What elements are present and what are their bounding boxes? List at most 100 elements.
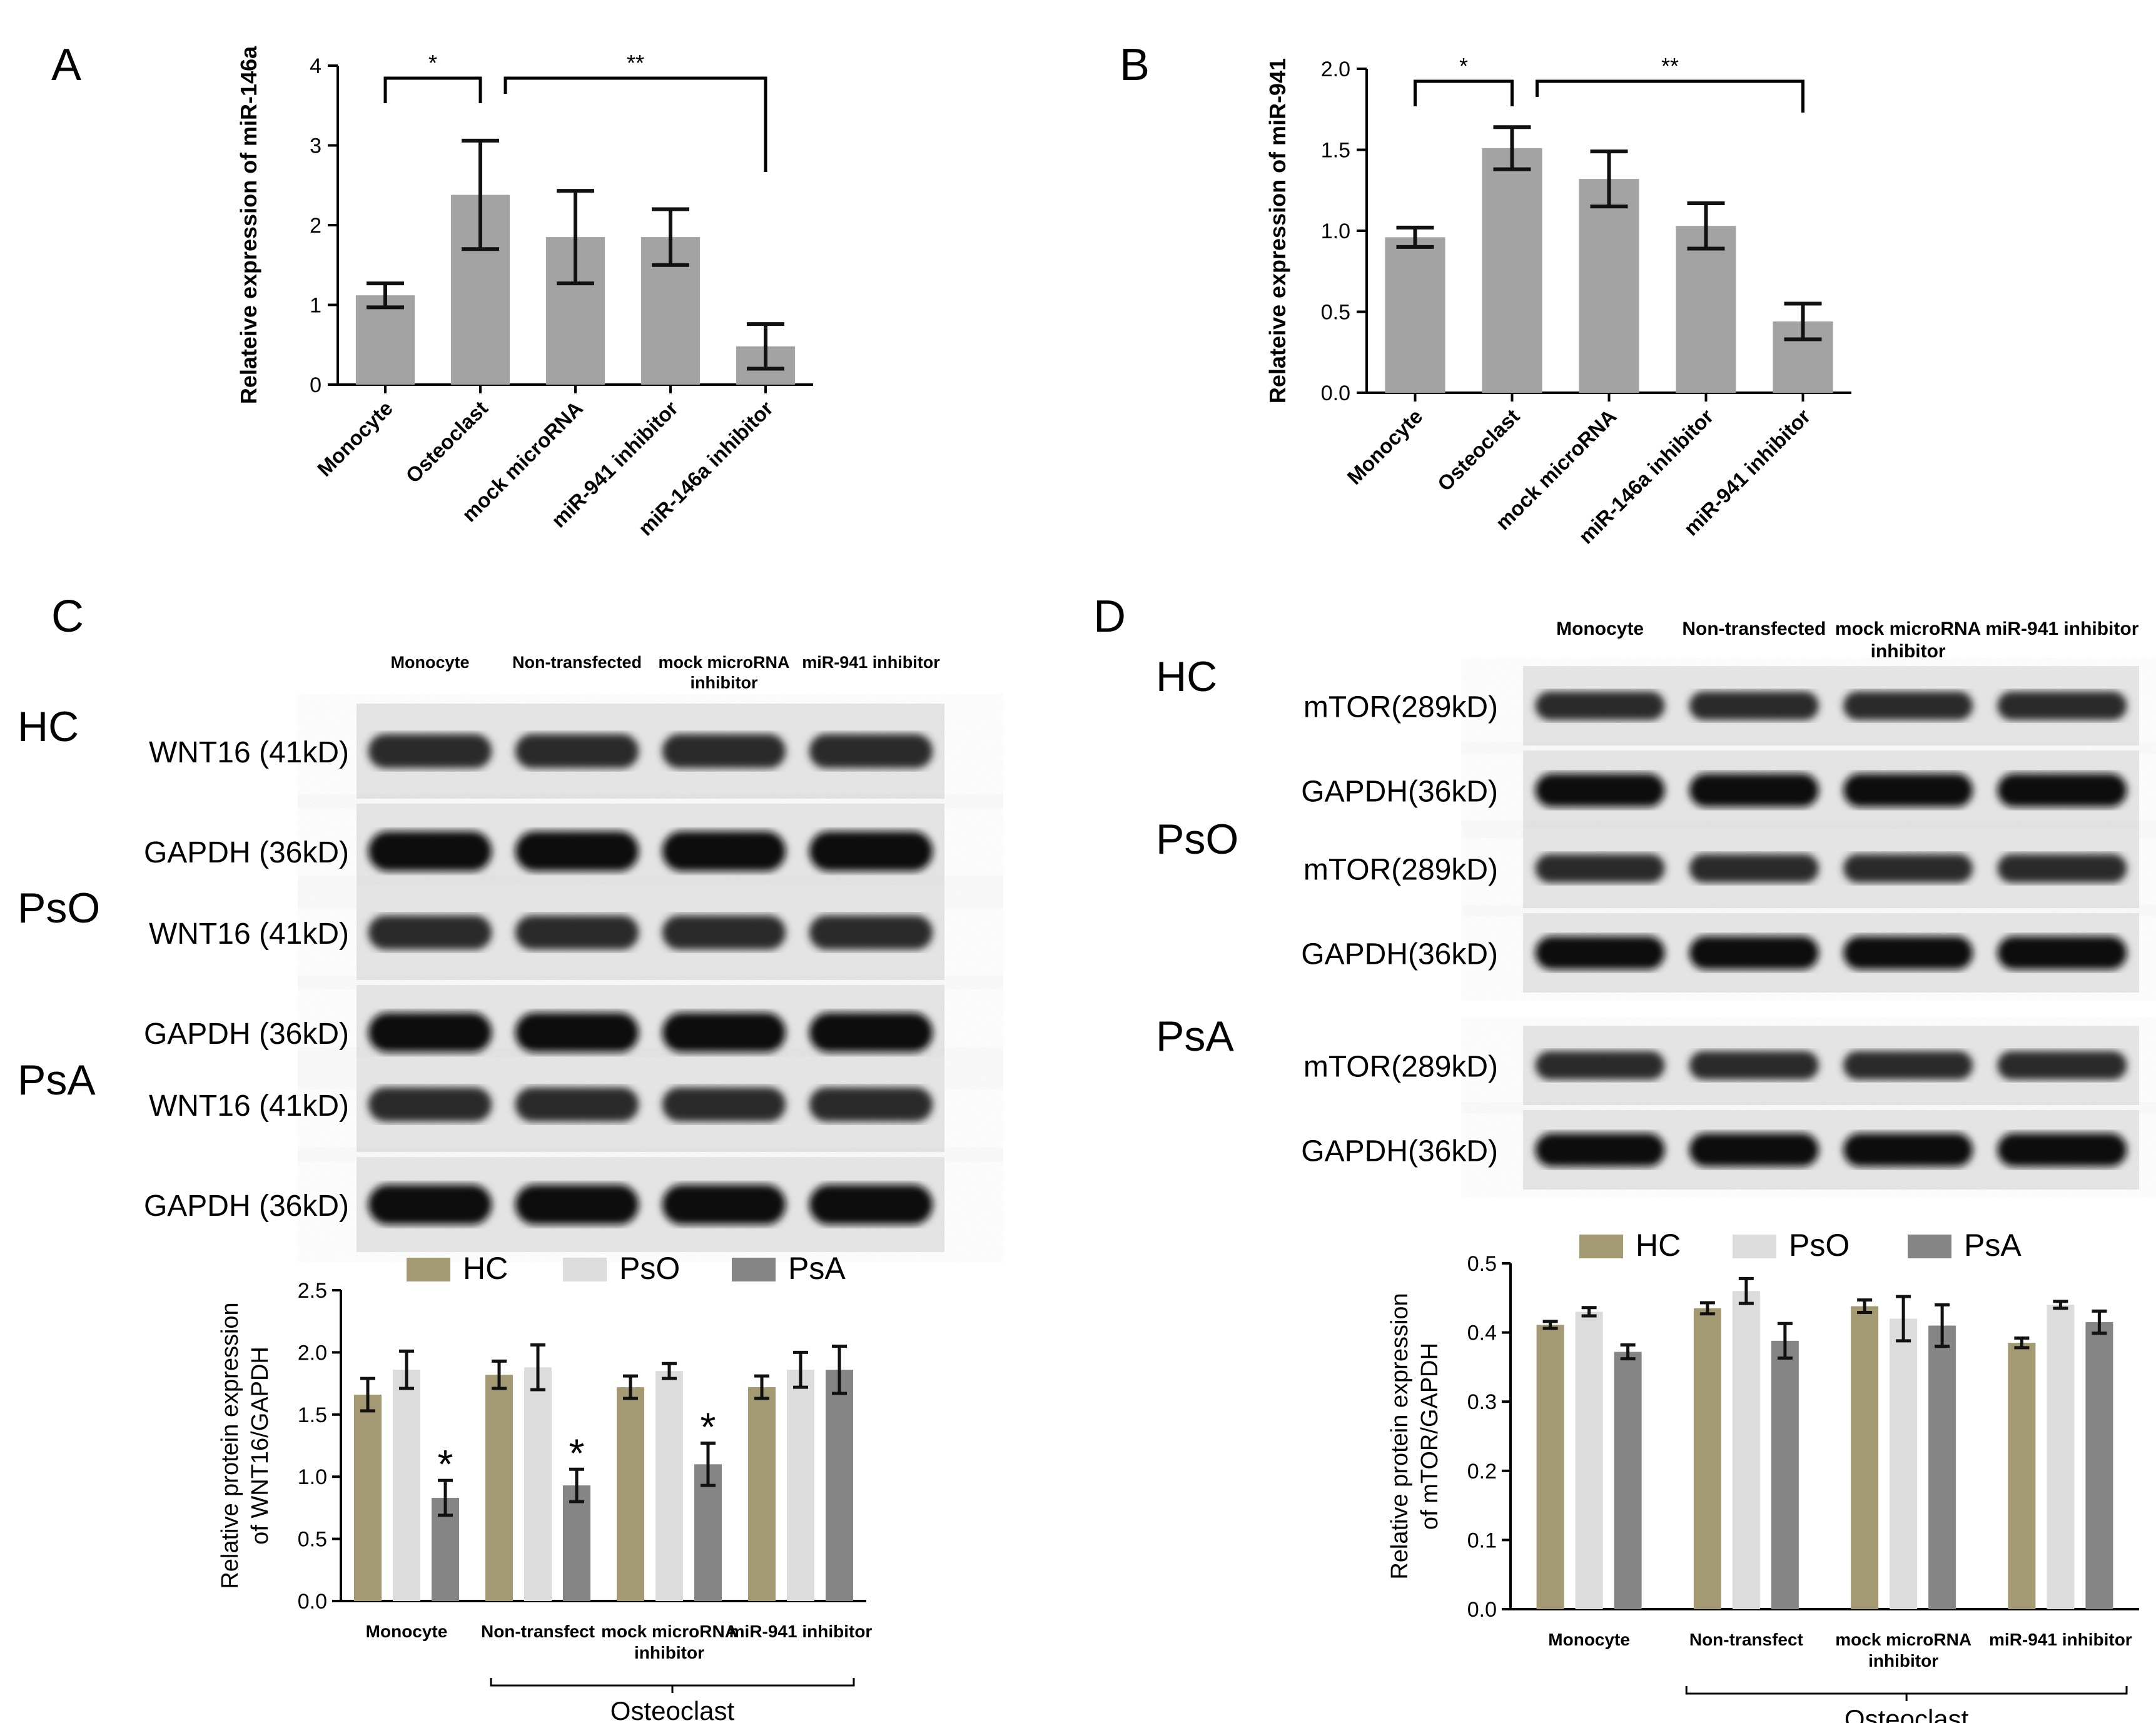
legend-swatch-hc [1579,1235,1623,1258]
bar-pso [787,1370,814,1601]
bar-hc [2008,1343,2036,1609]
blot-band [368,734,492,769]
protein-label: mTOR(289kD) [1303,854,1498,887]
blot-band [1535,854,1665,883]
legend-swatch-psa [1908,1235,1951,1258]
y-tick-label: 2.5 [298,1279,327,1303]
y-tick-label: 1.5 [1321,139,1350,163]
blot-band [1843,936,1973,970]
blot-band [1843,773,1973,807]
blot-band [809,831,933,871]
western-blot-c: Monocyte Non-transfected mock microRNA inhi… [18,653,944,1252]
bar-pso [2047,1305,2075,1609]
bar-psa [694,1464,722,1601]
bar-psa [563,1485,590,1601]
bar-hc [485,1375,513,1601]
lane-label: Monocyte [390,653,469,672]
legend-label: HC [1636,1228,1681,1263]
legend-swatch-psa [732,1258,776,1281]
y-tick-label: 4 [310,54,321,78]
legend-swatch-pso [1733,1235,1776,1258]
x-tick-label: Monocyte [1342,405,1427,489]
blot-band [1843,691,1973,720]
blot-band [515,915,639,950]
x-tick-label: Non-transfect [481,1622,595,1641]
blot-band [1689,936,1819,970]
blot-band [1997,773,2127,807]
bar [1579,179,1639,393]
group-label: PsO [18,884,100,932]
x-tick-label: Non-transfect [1689,1630,1803,1649]
y-tick-label: 1.5 [298,1403,327,1427]
chart-c: 0.0 0.5 1.0 1.5 2.0 2.5 Relative protein expre… [217,1251,872,1723]
bar-hc [748,1387,776,1601]
blot-band [368,831,492,871]
x-tick-label: Monocyte [313,397,397,481]
blot-band [515,734,639,769]
y-tick-label: 2.0 [298,1341,327,1365]
y-tick-label: 0.0 [1321,381,1350,405]
significance-bracket [504,76,767,172]
bar-psa [1614,1352,1642,1609]
bar-psa [1771,1340,1799,1609]
y-tick-label: 0.5 [1321,301,1350,325]
group-label-osteoclast: Osteoclast [1845,1704,1969,1723]
blot-band [1535,1133,1665,1167]
panel-label-a: A [51,40,81,90]
y-tick-label: 2.0 [1321,58,1350,81]
blot-band [1997,854,2127,883]
blot-band [662,1185,786,1225]
x-tick-label: Osteoclast [1433,405,1524,495]
protein-label: mTOR(289kD) [1303,1051,1498,1084]
bar-hc [1693,1308,1721,1609]
x-tick-label: miR-941 inhibitor [1989,1630,2132,1649]
bar-pso [1575,1311,1603,1609]
y-tick-label: 0.0 [298,1590,327,1614]
blot-band [368,1087,492,1122]
significance-marker: ** [1661,53,1679,79]
blot-band [1997,691,2127,720]
blot-band [515,831,639,871]
group-label: PsO [1156,816,1238,863]
blot-band [1689,1051,1819,1080]
legend-label: PsA [788,1251,846,1286]
blot-band [368,1185,492,1225]
lane-label: Monocyte [1556,619,1644,639]
protein-label: WNT16 (41kD) [149,917,349,951]
blot-band [1997,1051,2127,1080]
bar-pso [524,1367,552,1601]
legend-label: PsO [619,1251,680,1286]
lane-label: mock microRNA inhibitor [658,653,789,692]
legend-label: HC [463,1251,508,1286]
x-tick-label: mock microRNA inhibitor [1835,1630,1971,1670]
blot-band [515,1013,639,1053]
y-axis-title: Relative protein expression of WNT16/GAPD… [217,1302,273,1589]
y-tick-label: 0.3 [1467,1390,1497,1414]
group-bracket [490,1678,855,1687]
y-tick-label: 0.4 [1467,1321,1497,1345]
blot-band [368,915,492,950]
chart-d: 0.0 0.1 0.2 0.3 0.4 0.5 Relative protein expre… [1387,1228,2139,1723]
bar-pso [655,1371,683,1601]
legend-label: PsA [1964,1228,2022,1263]
lane-label: Non-transfected [512,653,642,672]
lane-label: miR-941 inhibitor [802,653,940,672]
lane-label: miR-941 inhibitor [1985,619,2138,639]
bar [355,295,415,385]
group-label: HC [18,703,79,750]
blot-band [1843,1051,1973,1080]
protein-label: GAPDH (36kD) [144,836,349,869]
bar [1482,148,1542,393]
significance-bracket [383,76,482,103]
panel-label-c: C [51,592,84,642]
blot-band [1689,691,1819,720]
group-label-osteoclast: Osteoclast [610,1696,735,1723]
blot-band [1689,854,1819,883]
bar-pso [1890,1318,1918,1609]
protein-label: mTOR(289kD) [1303,691,1498,724]
protein-label: GAPDH (36kD) [144,1190,349,1223]
bar [1676,226,1736,393]
significance-star: * [701,1405,716,1450]
panel-label-d: D [1093,592,1126,642]
y-tick-label: 2 [310,214,321,238]
